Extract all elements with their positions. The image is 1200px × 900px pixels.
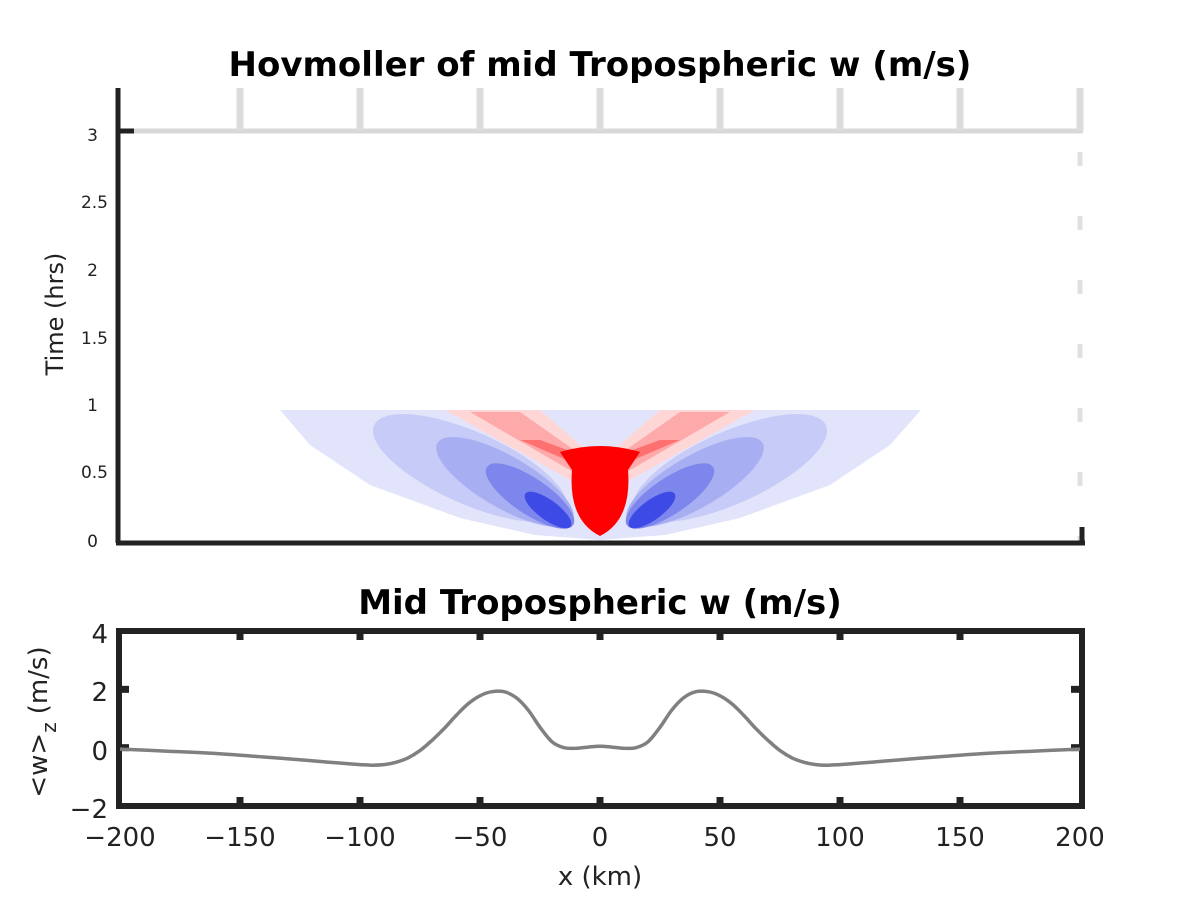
line-xtick-label: 0 — [592, 823, 609, 853]
hov-ytick-label: 3 — [87, 126, 98, 146]
line-xtick-label: 100 — [815, 823, 865, 853]
lineplot-ylabel-sub: z — [37, 722, 61, 733]
line-ytick-label: −2 — [70, 795, 108, 825]
line-xtick-label: 200 — [1055, 823, 1105, 853]
line-xtick-label: −100 — [324, 823, 395, 853]
hovmoller-title: Hovmoller of mid Tropospheric w (m/s) — [229, 45, 972, 85]
hov-ytick-label: 1 — [87, 396, 98, 416]
hov-ytick-label: 2 — [87, 261, 98, 281]
lineplot-yticks — [120, 685, 1080, 752]
hov-ytick-label: 0 — [87, 532, 98, 552]
hov-ytick-label: 0.5 — [81, 463, 108, 483]
lineplot-ylabel-main: <w> — [24, 733, 54, 798]
line-xtick-label: −200 — [84, 823, 155, 853]
pos-central-updraft — [560, 446, 640, 536]
lineplot-ylabel: <w>z (m/s) — [24, 646, 61, 797]
neg-right-lobe-4 — [628, 491, 676, 529]
lineplot-axes — [116, 628, 1085, 809]
lineplot-frame — [116, 628, 1085, 809]
hovmoller-top-ticks — [236, 88, 1084, 131]
lineplot-ytick-labels: −2 0 2 4 — [70, 620, 108, 825]
hovmoller-ylabel: Time (hrs) — [41, 253, 69, 377]
lineplot-series-line — [119, 689, 1081, 767]
line-xtick-label: 150 — [935, 823, 985, 853]
hovmoller-ytick-labels: 0 0.5 1 1.5 2 2.5 3 — [81, 126, 108, 552]
lineplot-xlabel: x (km) — [558, 862, 642, 892]
line-xtick-label: −50 — [453, 823, 508, 853]
line-ytick-label: 2 — [91, 678, 108, 708]
svg-text:<w>z(m/s): <w>z (m/s) — [24, 646, 61, 797]
lineplot-xticks — [236, 631, 964, 806]
hov-ytick-label: 1.5 — [81, 329, 108, 349]
line-xtick-label: 50 — [703, 823, 736, 853]
hovmoller-heatmap — [280, 410, 921, 540]
neg-left-lobe-4 — [524, 491, 572, 529]
line-xtick-label: −150 — [204, 823, 275, 853]
line-ytick-label: 4 — [91, 620, 108, 650]
hov-ytick-label: 2.5 — [81, 193, 108, 213]
hovmoller-axes — [115, 88, 1085, 546]
lineplot-ylabel-unit: (m/s) — [24, 646, 54, 714]
line-ytick-label: 0 — [91, 737, 108, 767]
lineplot-xtick-labels: −200 −150 −100 −50 0 50 100 150 200 — [84, 823, 1105, 853]
lineplot-title: Mid Tropospheric w (m/s) — [358, 583, 842, 623]
